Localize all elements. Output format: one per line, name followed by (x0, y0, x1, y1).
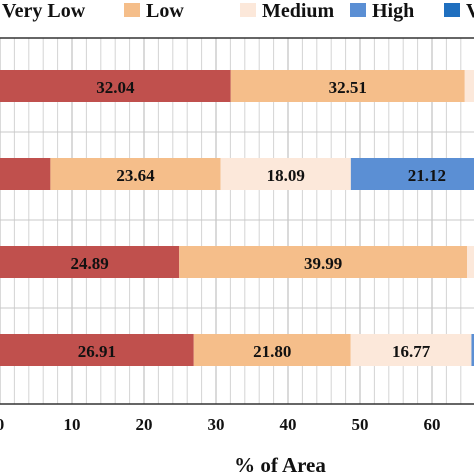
x-tick-label: 40 (280, 415, 297, 434)
bar-segment-medium (464, 70, 474, 102)
legend-swatch (350, 3, 366, 17)
bar-value-label: 21.80 (253, 342, 291, 361)
legend-label: Very Low (2, 0, 86, 22)
bar-segment-low (230, 70, 465, 102)
x-tick-label: 30 (208, 415, 225, 434)
axes (0, 37, 474, 405)
bar-value-label: 18.09 (267, 166, 305, 185)
bar-segment-very-low (0, 70, 231, 102)
x-tick-label: 60 (424, 415, 441, 434)
x-tick-labels: 0102030405060708090100 (0, 415, 441, 434)
bar-value-label: 32.04 (96, 78, 135, 97)
legend: Very Low Low Medium High Very High (2, 0, 474, 22)
legend-label: Very High (466, 0, 474, 22)
x-axis-label: % of Area (234, 453, 326, 474)
legend-swatch (240, 3, 256, 17)
bar-segment-very-low (0, 246, 180, 278)
x-tick-label: 10 (64, 415, 81, 434)
value-labels: 32.0432.5114.3623.6418.0921.1224.8939.99… (70, 78, 446, 361)
legend-label: Medium (262, 0, 335, 22)
bar-segment-low (179, 246, 468, 278)
bar-value-label: 16.77 (392, 342, 431, 361)
legend-label: High (372, 0, 414, 22)
legend-swatch (124, 3, 140, 17)
legend-label: Low (146, 0, 184, 22)
bar-value-label: 39.99 (304, 254, 342, 273)
bar-segment-medium (350, 334, 472, 366)
bar-segment-very-low (0, 334, 194, 366)
bar-segment-very-low (0, 158, 51, 190)
bar-value-label: 21.12 (408, 166, 446, 185)
bar-segment-low (193, 334, 351, 366)
x-tick-label: 50 (352, 415, 369, 434)
bar-value-label: 26.91 (78, 342, 116, 361)
bar-segment-medium (220, 158, 351, 190)
bar-segment-low (50, 158, 221, 190)
x-tick-label: 20 (136, 415, 153, 434)
bar-segment-high (471, 334, 474, 366)
bar-segment-high (350, 158, 474, 190)
legend-swatch (444, 3, 460, 17)
x-tick-label: 0 (0, 415, 4, 434)
bar-series (0, 70, 474, 366)
bar-value-label: 24.89 (70, 254, 108, 273)
bar-value-label: 23.64 (116, 166, 155, 185)
bar-value-label: 32.51 (329, 78, 367, 97)
bar-segment-medium (467, 246, 474, 278)
